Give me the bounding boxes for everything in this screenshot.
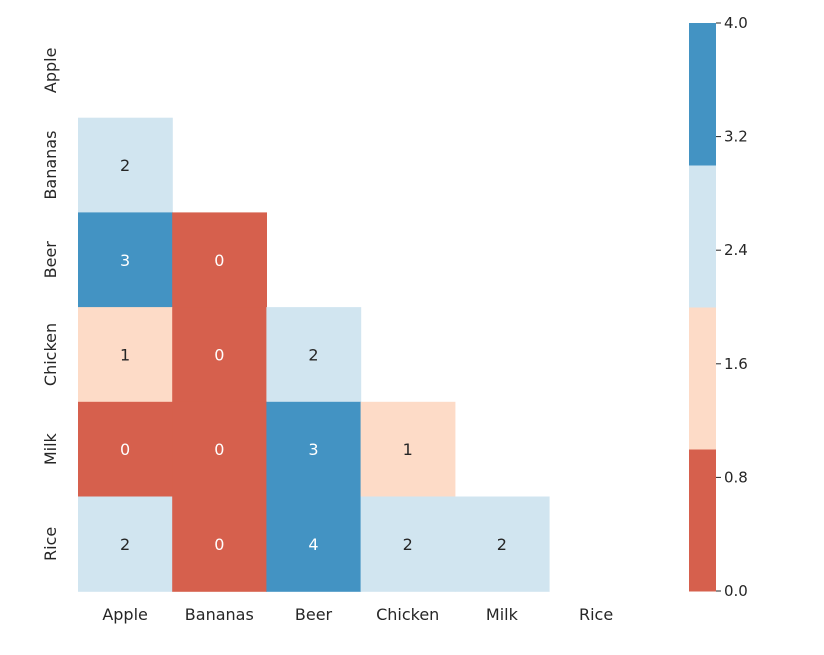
y-tick-label-apple: Apple [41, 48, 60, 94]
cell-value-label: 1 [120, 345, 130, 364]
heatmap-cell-rice-apple [78, 496, 173, 592]
cell-value-label: 2 [120, 156, 130, 175]
heatmap-cell-rice-bananas [172, 496, 267, 592]
colorbar-tick-label: 0.0 [724, 582, 748, 600]
cell-value-label: 2 [120, 535, 130, 554]
heatmap-cell-chicken-apple [78, 307, 173, 403]
cell-value-label: 0 [214, 345, 224, 364]
cell-value-label: 0 [214, 251, 224, 270]
colorbar-segment-2 [689, 307, 716, 450]
y-tick-label-chicken: Chicken [41, 323, 60, 386]
heatmap-cell-chicken-bananas [172, 307, 267, 403]
cell-value-label: 2 [497, 535, 507, 554]
cell-value-label: 3 [120, 251, 130, 270]
colorbar-tick-label: 2.4 [724, 241, 748, 259]
x-tick-label-rice: Rice [579, 605, 613, 624]
cell-value-label: 0 [120, 440, 130, 459]
x-tick-label-chicken: Chicken [376, 605, 439, 624]
y-tick-label-bananas: Bananas [41, 131, 60, 200]
cell-value-label: 2 [403, 535, 413, 554]
colorbar-segment-3 [689, 165, 716, 308]
heatmap-cell-milk-chicken [360, 401, 456, 498]
colorbar-tick-label: 3.2 [724, 128, 748, 146]
cell-value-label: 3 [308, 440, 318, 459]
y-tick-label-beer: Beer [41, 241, 60, 279]
colorbar-tick-label: 0.8 [724, 468, 748, 486]
heatmap-cell-milk-apple [78, 401, 173, 498]
x-tick-label-apple: Apple [102, 605, 148, 624]
x-tick-label-milk: Milk [486, 605, 519, 624]
cell-value-label: 0 [214, 440, 224, 459]
cell-value-label: 4 [308, 535, 318, 554]
colorbar-segment-1 [689, 449, 716, 592]
heatmap-cell-bananas-apple [78, 117, 173, 213]
x-tick-label-beer: Beer [295, 605, 333, 624]
x-tick-label-bananas: Bananas [185, 605, 254, 624]
heatmap-cell-beer-apple [78, 212, 173, 308]
heatmap-cell-milk-beer [266, 401, 362, 498]
colorbar-tick-label: 1.6 [724, 355, 748, 373]
heatmap-cell-chicken-beer [266, 307, 362, 403]
colorbar-segment-4 [689, 23, 716, 166]
cell-value-label: 2 [308, 345, 318, 364]
heatmap-cell-rice-beer [266, 496, 362, 592]
heatmap-cell-beer-bananas [172, 212, 267, 308]
y-tick-label-rice: Rice [41, 527, 60, 561]
cell-value-label: 1 [403, 440, 413, 459]
heatmap-cell-rice-chicken [360, 496, 456, 592]
heatmap-cell-milk-bananas [172, 401, 267, 498]
heatmap-cell-rice-milk [454, 496, 550, 592]
colorbar-tick-label: 4.0 [724, 14, 748, 32]
cell-value-label: 0 [214, 535, 224, 554]
y-tick-label-milk: Milk [41, 432, 60, 465]
